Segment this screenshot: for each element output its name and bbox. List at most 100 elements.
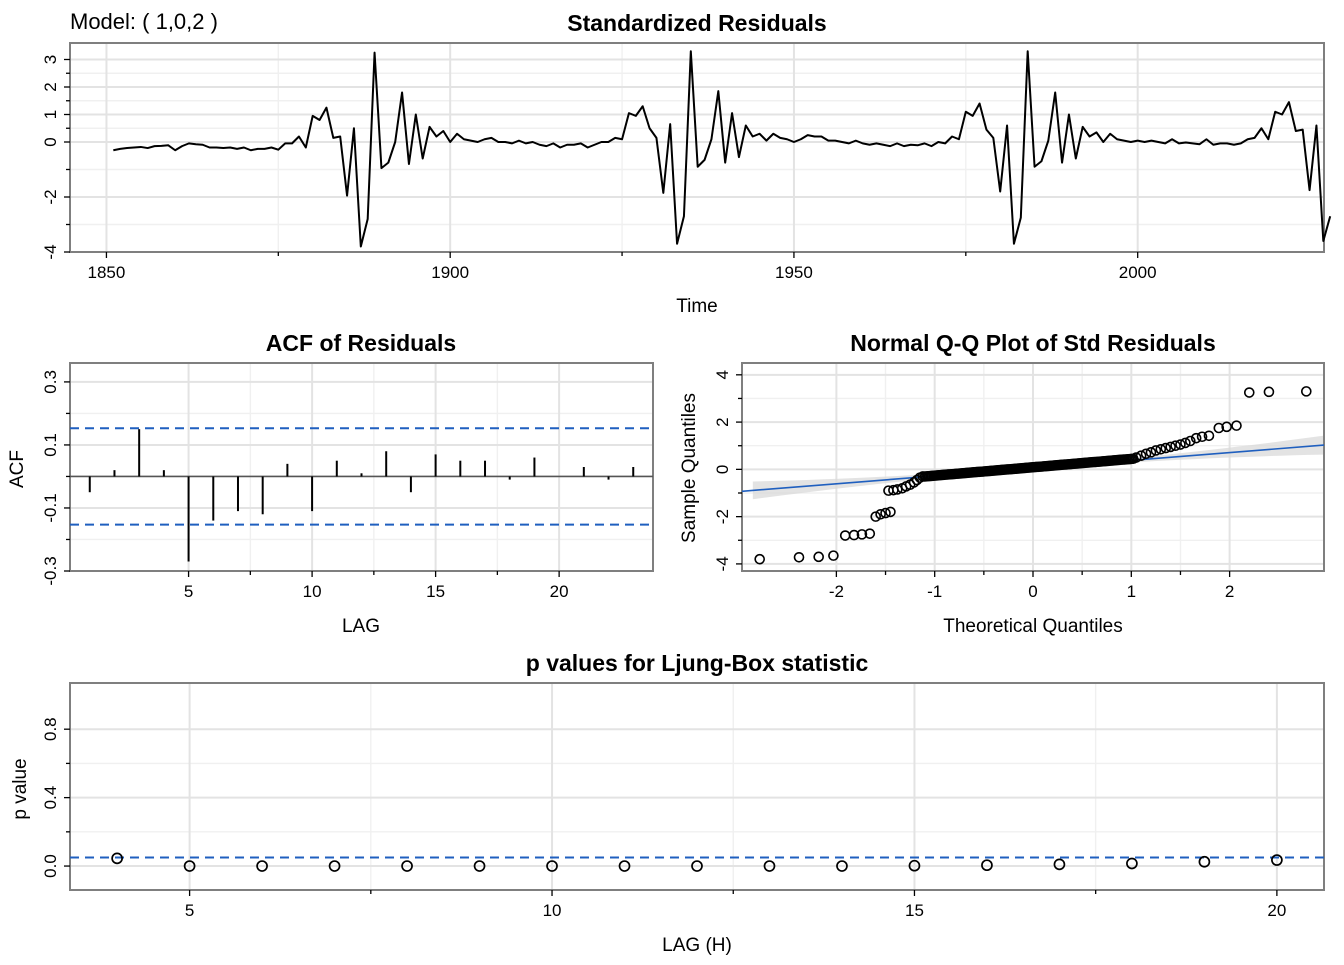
std-residuals-xtick-label: 1950 [775,263,813,282]
ljung-box-point [1198,855,1211,868]
qq-xtick-label: 0 [1028,582,1037,601]
ljung-box-xtick-label: 5 [185,901,194,920]
std-residuals-axes: 1850 1900 1950 2000 -4 -2 0 1 2 3 [41,42,1325,282]
ljung-box-point [1126,857,1138,870]
ljung-box-title: p values for Ljung-Box statistic [526,650,869,676]
ljung-box-frame [69,682,1325,891]
qq-point [1213,422,1225,434]
qq-point [1135,450,1147,461]
qq-xtick-label: 2 [1225,582,1234,601]
qq-point [848,529,860,541]
ljung-box-point [763,860,776,872]
qq-ylabel: Sample Quantiles [679,393,700,543]
qq-ytick-label: -4 [713,556,732,571]
qq-point [1190,432,1202,444]
ljung-box-point [183,860,196,872]
qq-point [813,551,824,563]
qq-point [864,528,876,539]
ljung-box-point [908,859,921,872]
ljung-box-point [691,860,703,872]
qq-point [856,529,868,540]
model-label: Model: ( 1,0,2 ) [70,9,218,34]
qq-point [1243,387,1255,398]
ljung-box-point [1271,854,1283,866]
qq-point [1221,421,1232,433]
ljung-box-xtick-label: 20 [1267,901,1286,920]
std-residuals-ytick-label: 2 [41,82,60,91]
ljung-box-point [401,860,413,872]
acf-title: ACF of Residuals [266,330,456,356]
ljung-box-point [473,860,486,872]
ljung-box-point [618,860,631,872]
qq-point [1140,448,1152,460]
qq-xlabel: Theoretical Quantiles [943,616,1123,637]
std-residuals-series-line [113,50,1332,248]
qq-ytick-label: 2 [713,417,732,426]
qq-point [870,511,882,522]
qq-point [1175,439,1186,450]
std-residuals-xtick-label: 1850 [88,263,126,282]
qq-point [917,471,929,482]
ljung-box-point [256,860,268,872]
qq-point [1184,435,1196,447]
qq-xtick-label: -1 [927,582,942,601]
qq-point [1145,447,1157,458]
qq-point [1160,442,1172,454]
qq-point [1155,443,1167,455]
qq-point [754,553,765,565]
qq-xtick-label: -2 [829,582,844,601]
std-residuals-ytick-label: -4 [41,244,60,259]
qq-point [1130,452,1142,463]
std-residuals-ytick-label: 1 [41,110,60,119]
std-residuals-xtick-label: 1900 [431,263,469,282]
qq-point [1180,437,1191,449]
qq-xtick-label: 1 [1127,582,1136,601]
ljung-box-point [836,860,848,872]
acf-ytick-label: -0.1 [41,493,60,522]
qq-point [828,550,839,561]
ljung-box-xtick-label: 15 [905,901,924,920]
std-residuals-frame [69,42,1325,253]
qq-title: Normal Q-Q Plot of Std Residuals [850,330,1215,356]
acf-ytick-label: 0.3 [41,370,60,394]
qq-point [875,508,886,520]
ljung-box-ytick-label: 0.0 [41,854,60,878]
ljung-box-point [546,860,558,872]
qq-point [880,507,891,519]
qq-point [885,506,896,518]
qq-point [839,530,851,541]
acf-ylabel: ACF [7,450,28,488]
std-residuals-ytick-label: -2 [41,189,60,204]
qq-point [1301,386,1312,397]
qq-point [1231,420,1242,431]
std-residuals-xlabel: Time [676,296,718,317]
qq-point [1203,430,1215,442]
ljung-box-point [981,859,993,872]
acf-ytick-label: 0.1 [41,433,60,457]
qq-point [892,484,903,495]
acf-ytick-label: -0.3 [41,556,60,585]
ljung-box-point [111,852,123,865]
std-residuals-ytick-label: 0 [41,137,60,146]
acf-xtick-label: 20 [550,582,569,601]
qq-ytick-label: -2 [713,509,732,524]
qq-point [1170,440,1181,452]
qq-point [793,551,805,563]
qq-ytick-label: 0 [713,465,732,474]
ljung-box-xlabel: LAG (H) [662,935,732,956]
acf-axes: 5 10 15 20 -0.3 -0.1 0.1 0.3 [41,362,654,601]
std-residuals-ytick-label: 3 [41,55,60,64]
ljung-box-ylabel: p value [10,758,31,819]
qq-point [1263,386,1275,398]
ljung-box-xtick-label: 10 [543,901,562,920]
ljung-box-point [328,860,341,872]
qq-point [1165,441,1176,453]
ljung-box-point [1053,858,1066,871]
std-residuals-xtick-label: 2000 [1119,263,1157,282]
qq-ytick-label: 4 [713,370,732,379]
ljung-box-axes: 5 10 15 20 0.0 0.4 0.8 [41,682,1325,920]
acf-xtick-label: 10 [303,582,322,601]
acf-frame [69,362,654,572]
